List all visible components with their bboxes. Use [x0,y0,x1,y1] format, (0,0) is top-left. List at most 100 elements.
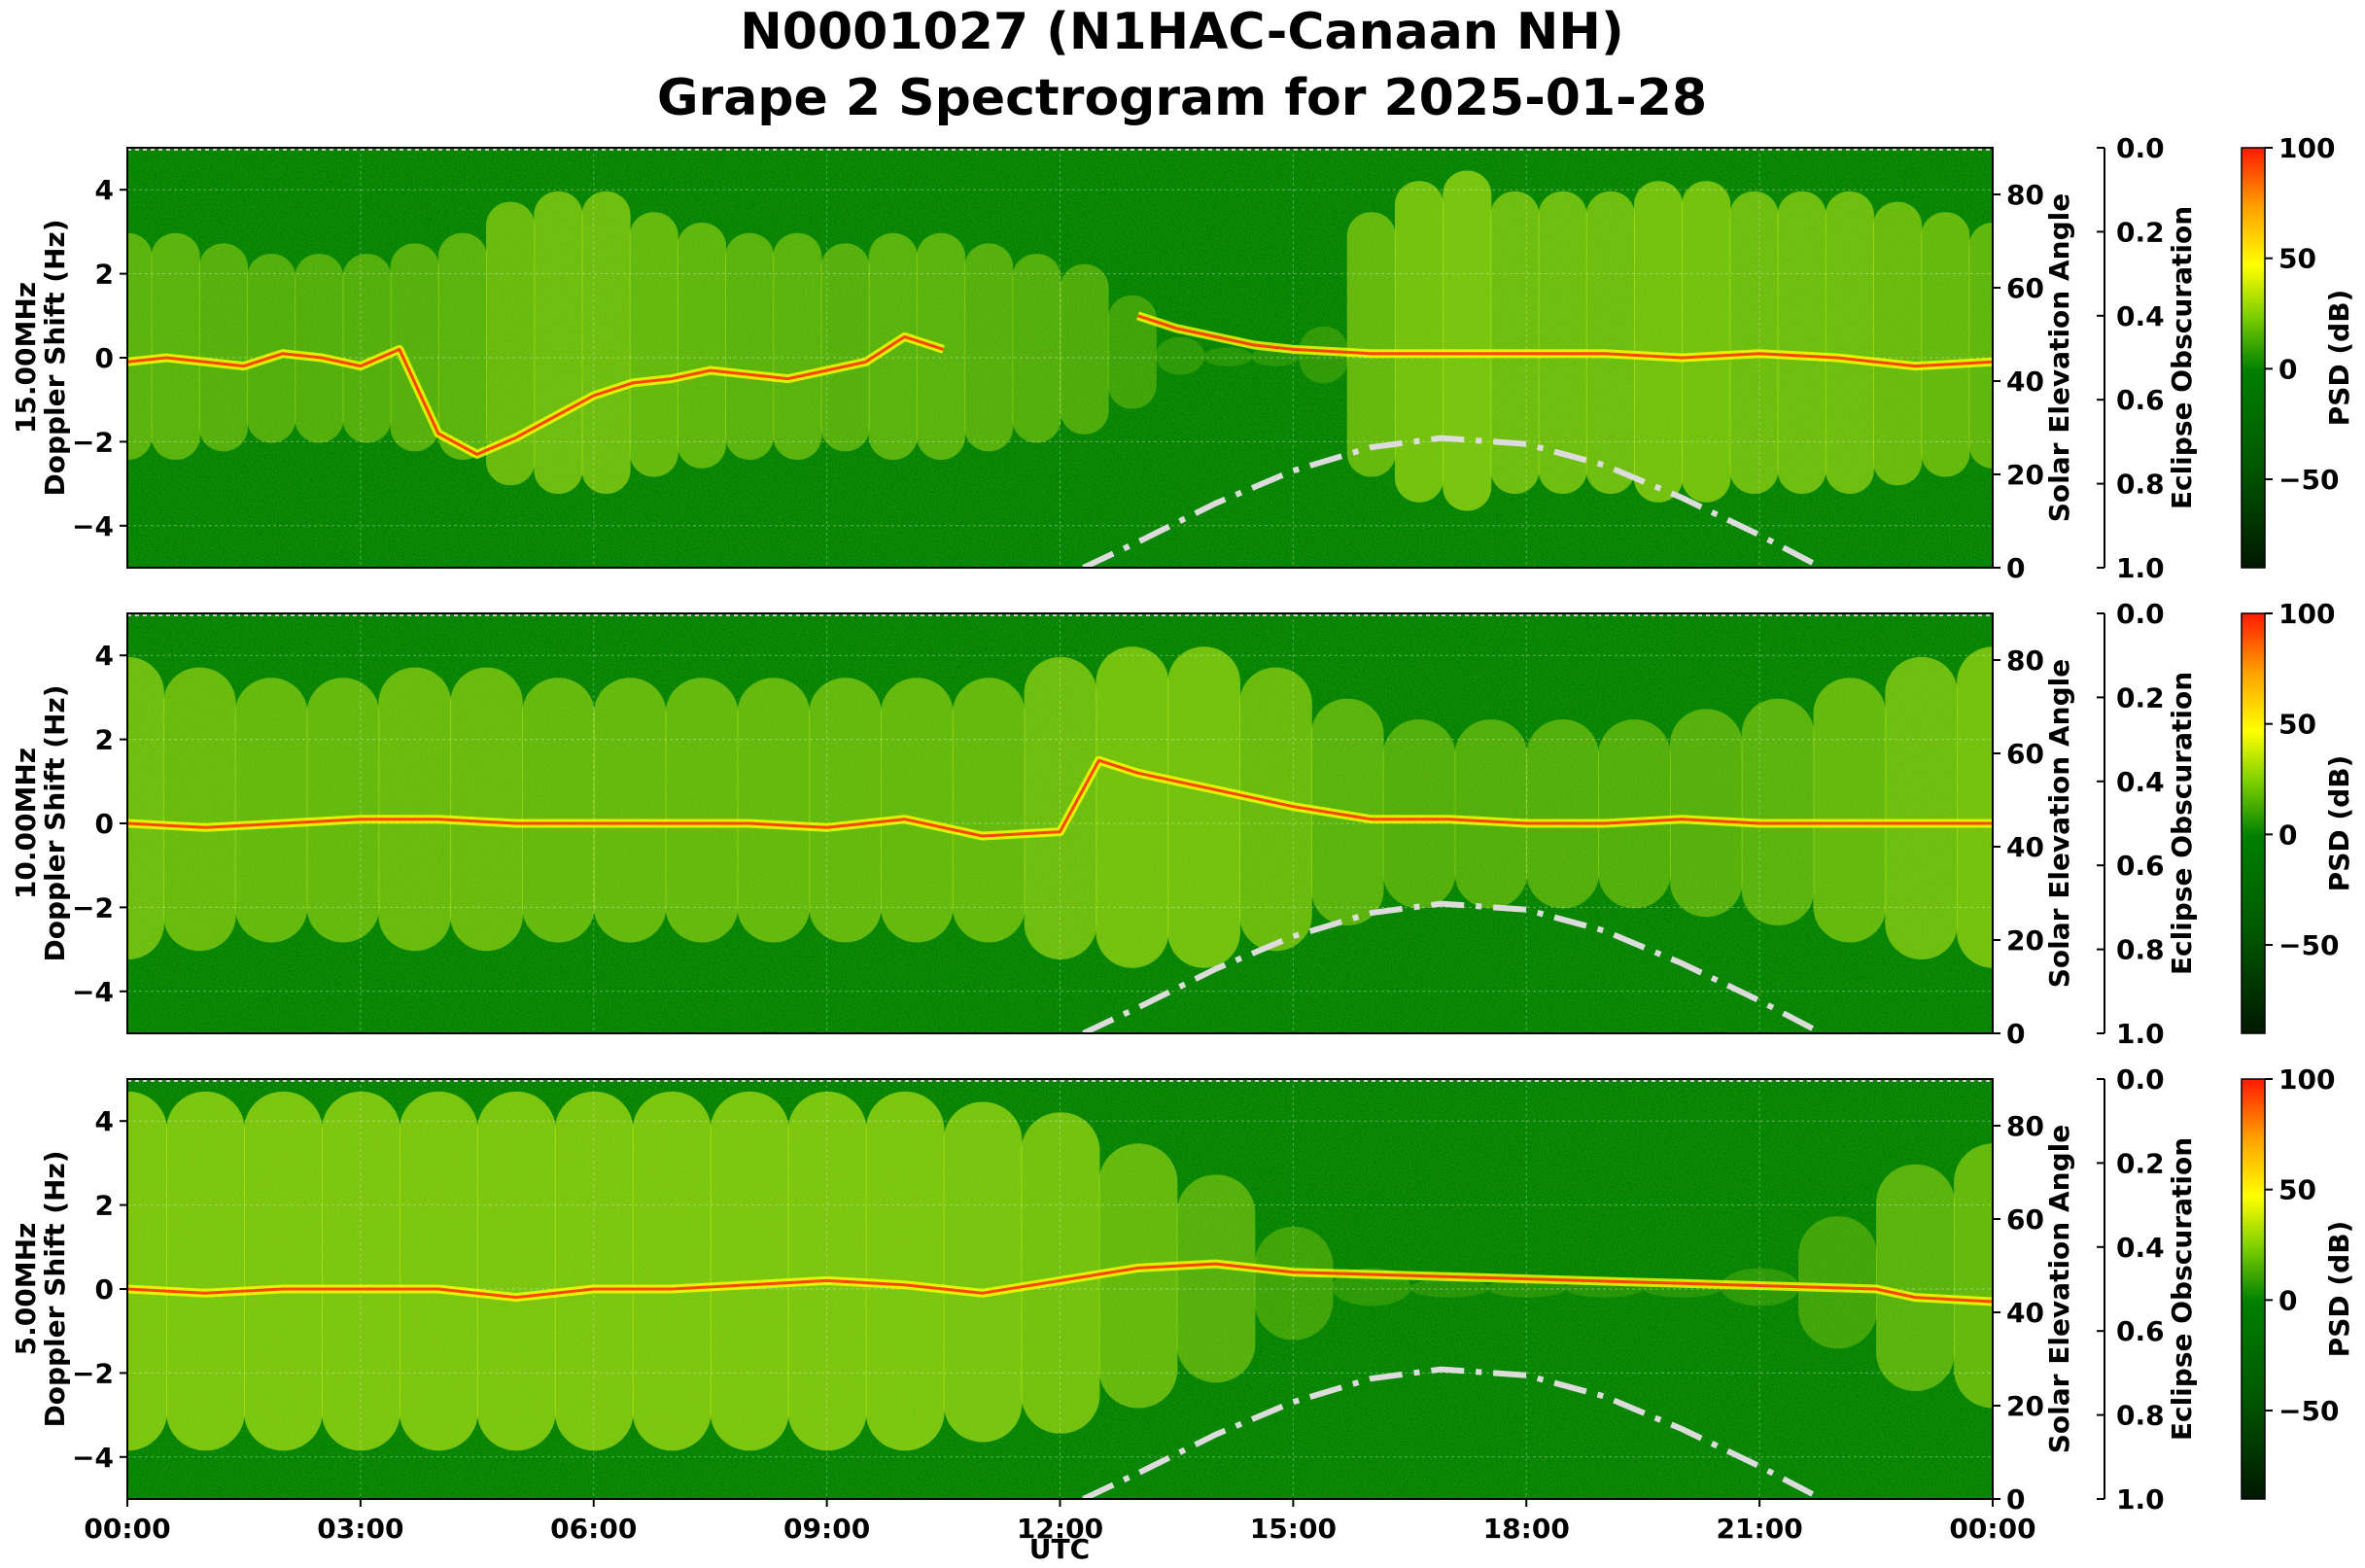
eclipse-tick-label: 0.8 [2116,1400,2165,1432]
colorbar-tick-label: 50 [2278,709,2316,741]
x-tick-label: 00:00 [1949,1513,2035,1545]
elevation-tick-label: 80 [2006,179,2044,211]
eclipse-tick-label: 0.0 [2116,132,2165,164]
y-tick-label: −4 [72,510,114,542]
y-tick-label: −4 [72,1442,114,1474]
elevation-axis-label: Solar Elevation Angle [2043,193,2075,522]
colorbar [2241,1078,2266,1500]
colorbar-tick-label: −50 [2278,929,2339,961]
colorbar [2241,612,2266,1034]
solar-elevation-curve [1082,435,1824,568]
doppler-trace [1137,314,1993,368]
panel-frequency-label: 15.00MHz [10,282,42,434]
y-tick-label: 2 [95,724,114,756]
x-tick-label: 18:00 [1483,1513,1570,1545]
doppler-trace [127,334,945,456]
colorbar-tick-label: 50 [2278,243,2316,275]
elevation-tick-label: 20 [2006,459,2044,491]
solar-elevation-curve [1082,1366,1824,1499]
eclipse-axis-label: Eclipse Obscuration [2166,206,2198,509]
eclipse-tick-label: 1.0 [2116,552,2165,584]
y-axis-label: Doppler Shift (Hz) [39,1150,71,1427]
colorbar-label: PSD (dB) [2323,1221,2355,1358]
elevation-tick-label: 80 [2006,1110,2044,1142]
colorbar [2241,147,2266,569]
elevation-tick-label: 60 [2006,272,2044,304]
y-axis-label: Doppler Shift (Hz) [39,219,71,496]
colorbar-label: PSD (dB) [2323,755,2355,892]
figure-title-line1: N0001027 (N1HAC-Canaan NH) [740,3,1623,61]
panel-frequency-label: 10.00MHz [10,748,42,899]
colorbar-tick-label: 50 [2278,1174,2316,1206]
eclipse-tick-label: 0.4 [2116,300,2165,332]
elevation-tick-label: 60 [2006,738,2044,770]
eclipse-tick-label: 0.0 [2116,1063,2165,1096]
y-tick-label: −2 [72,426,114,458]
elevation-tick-label: 60 [2006,1203,2044,1236]
y-tick-label: −2 [72,1357,114,1389]
y-tick-label: 4 [95,1105,114,1137]
doppler-trace [127,1262,1993,1304]
x-tick-label: 21:00 [1717,1513,1803,1545]
colorbar-tick-label: −50 [2278,464,2339,496]
x-tick-label: 09:00 [783,1513,870,1545]
colorbar-tick-label: 100 [2278,1063,2335,1096]
y-tick-label: 2 [95,1190,114,1222]
eclipse-tick-label: 0.2 [2116,681,2165,714]
elevation-axis-label: Solar Elevation Angle [2043,1125,2075,1453]
y-tick-label: 0 [95,1273,114,1306]
x-tick-label: 06:00 [550,1513,637,1545]
eclipse-tick-label: 0.6 [2116,850,2165,882]
eclipse-tick-label: 1.0 [2116,1483,2165,1516]
y-tick-label: −4 [72,976,114,1008]
y-axis-label: Doppler Shift (Hz) [39,684,71,961]
figure-title-line2: Grape 2 Spectrogram for 2025-01-28 [657,69,1707,127]
eclipse-tick-label: 0.8 [2116,934,2165,966]
eclipse-axis-label: Eclipse Obscuration [2166,1137,2198,1441]
y-tick-label: 0 [95,808,114,840]
elevation-tick-label: 20 [2006,924,2044,957]
elevation-tick-label: 0 [2006,1018,2025,1050]
colorbar-tick-label: 100 [2278,598,2335,630]
y-tick-label: 0 [95,342,114,374]
elevation-tick-label: 20 [2006,1390,2044,1422]
doppler-trace [127,758,1993,838]
elevation-tick-label: 40 [2006,1297,2044,1329]
x-tick-label: 12:00 [1017,1513,1103,1545]
elevation-tick-label: 0 [2006,1483,2025,1516]
y-tick-label: 4 [95,640,114,672]
x-tick-label: 03:00 [317,1513,403,1545]
y-tick-label: 2 [95,259,114,291]
elevation-tick-label: 0 [2006,552,2025,584]
eclipse-tick-label: 0.4 [2116,766,2165,798]
x-tick-label: 15:00 [1250,1513,1337,1545]
eclipse-tick-label: 0.6 [2116,384,2165,416]
colorbar-label: PSD (dB) [2323,290,2355,427]
eclipse-tick-label: 0.8 [2116,469,2165,501]
eclipse-tick-label: 0.2 [2116,216,2165,248]
x-tick-label: 00:00 [84,1513,170,1545]
colorbar-tick-label: 0 [2278,1284,2297,1316]
eclipse-tick-label: 0.6 [2116,1315,2165,1347]
colorbar-tick-label: −50 [2278,1395,2339,1427]
elevation-tick-label: 40 [2006,831,2044,863]
y-tick-label: 4 [95,174,114,206]
colorbar-tick-label: 0 [2278,353,2297,385]
colorbar-tick-label: 0 [2278,819,2297,851]
x-axis-label: UTC [1029,1533,1090,1565]
elevation-tick-label: 80 [2006,645,2044,677]
elevation-tick-label: 40 [2006,366,2044,398]
eclipse-tick-label: 0.0 [2116,598,2165,630]
eclipse-tick-label: 1.0 [2116,1018,2165,1050]
eclipse-axis-label: Eclipse Obscuration [2166,672,2198,975]
colorbar-tick-label: 100 [2278,132,2335,164]
eclipse-tick-label: 0.4 [2116,1232,2165,1264]
eclipse-tick-label: 0.2 [2116,1147,2165,1179]
y-tick-label: −2 [72,891,114,923]
panel-frequency-label: 5.00MHz [10,1223,42,1356]
